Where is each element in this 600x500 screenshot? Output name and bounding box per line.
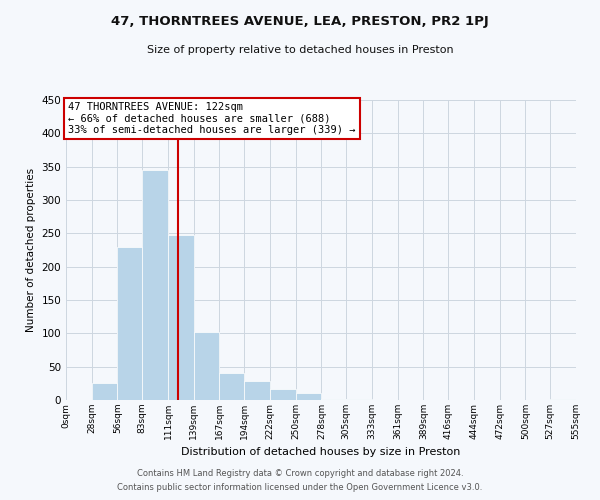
Bar — [92, 384, 118, 400]
Bar — [168, 234, 194, 400]
Bar — [296, 394, 322, 400]
Y-axis label: Number of detached properties: Number of detached properties — [26, 168, 36, 332]
Text: Contains public sector information licensed under the Open Government Licence v3: Contains public sector information licen… — [118, 484, 482, 492]
Bar — [142, 170, 168, 400]
Bar — [194, 332, 220, 400]
Bar — [118, 246, 142, 400]
Bar — [270, 390, 296, 400]
Text: Contains HM Land Registry data © Crown copyright and database right 2024.: Contains HM Land Registry data © Crown c… — [137, 468, 463, 477]
X-axis label: Distribution of detached houses by size in Preston: Distribution of detached houses by size … — [181, 448, 461, 458]
Text: 47 THORNTREES AVENUE: 122sqm
← 66% of detached houses are smaller (688)
33% of s: 47 THORNTREES AVENUE: 122sqm ← 66% of de… — [68, 102, 355, 135]
Bar — [322, 398, 346, 400]
Bar — [220, 374, 244, 400]
Text: 47, THORNTREES AVENUE, LEA, PRESTON, PR2 1PJ: 47, THORNTREES AVENUE, LEA, PRESTON, PR2… — [111, 15, 489, 28]
Bar — [244, 382, 270, 400]
Text: Size of property relative to detached houses in Preston: Size of property relative to detached ho… — [146, 45, 454, 55]
